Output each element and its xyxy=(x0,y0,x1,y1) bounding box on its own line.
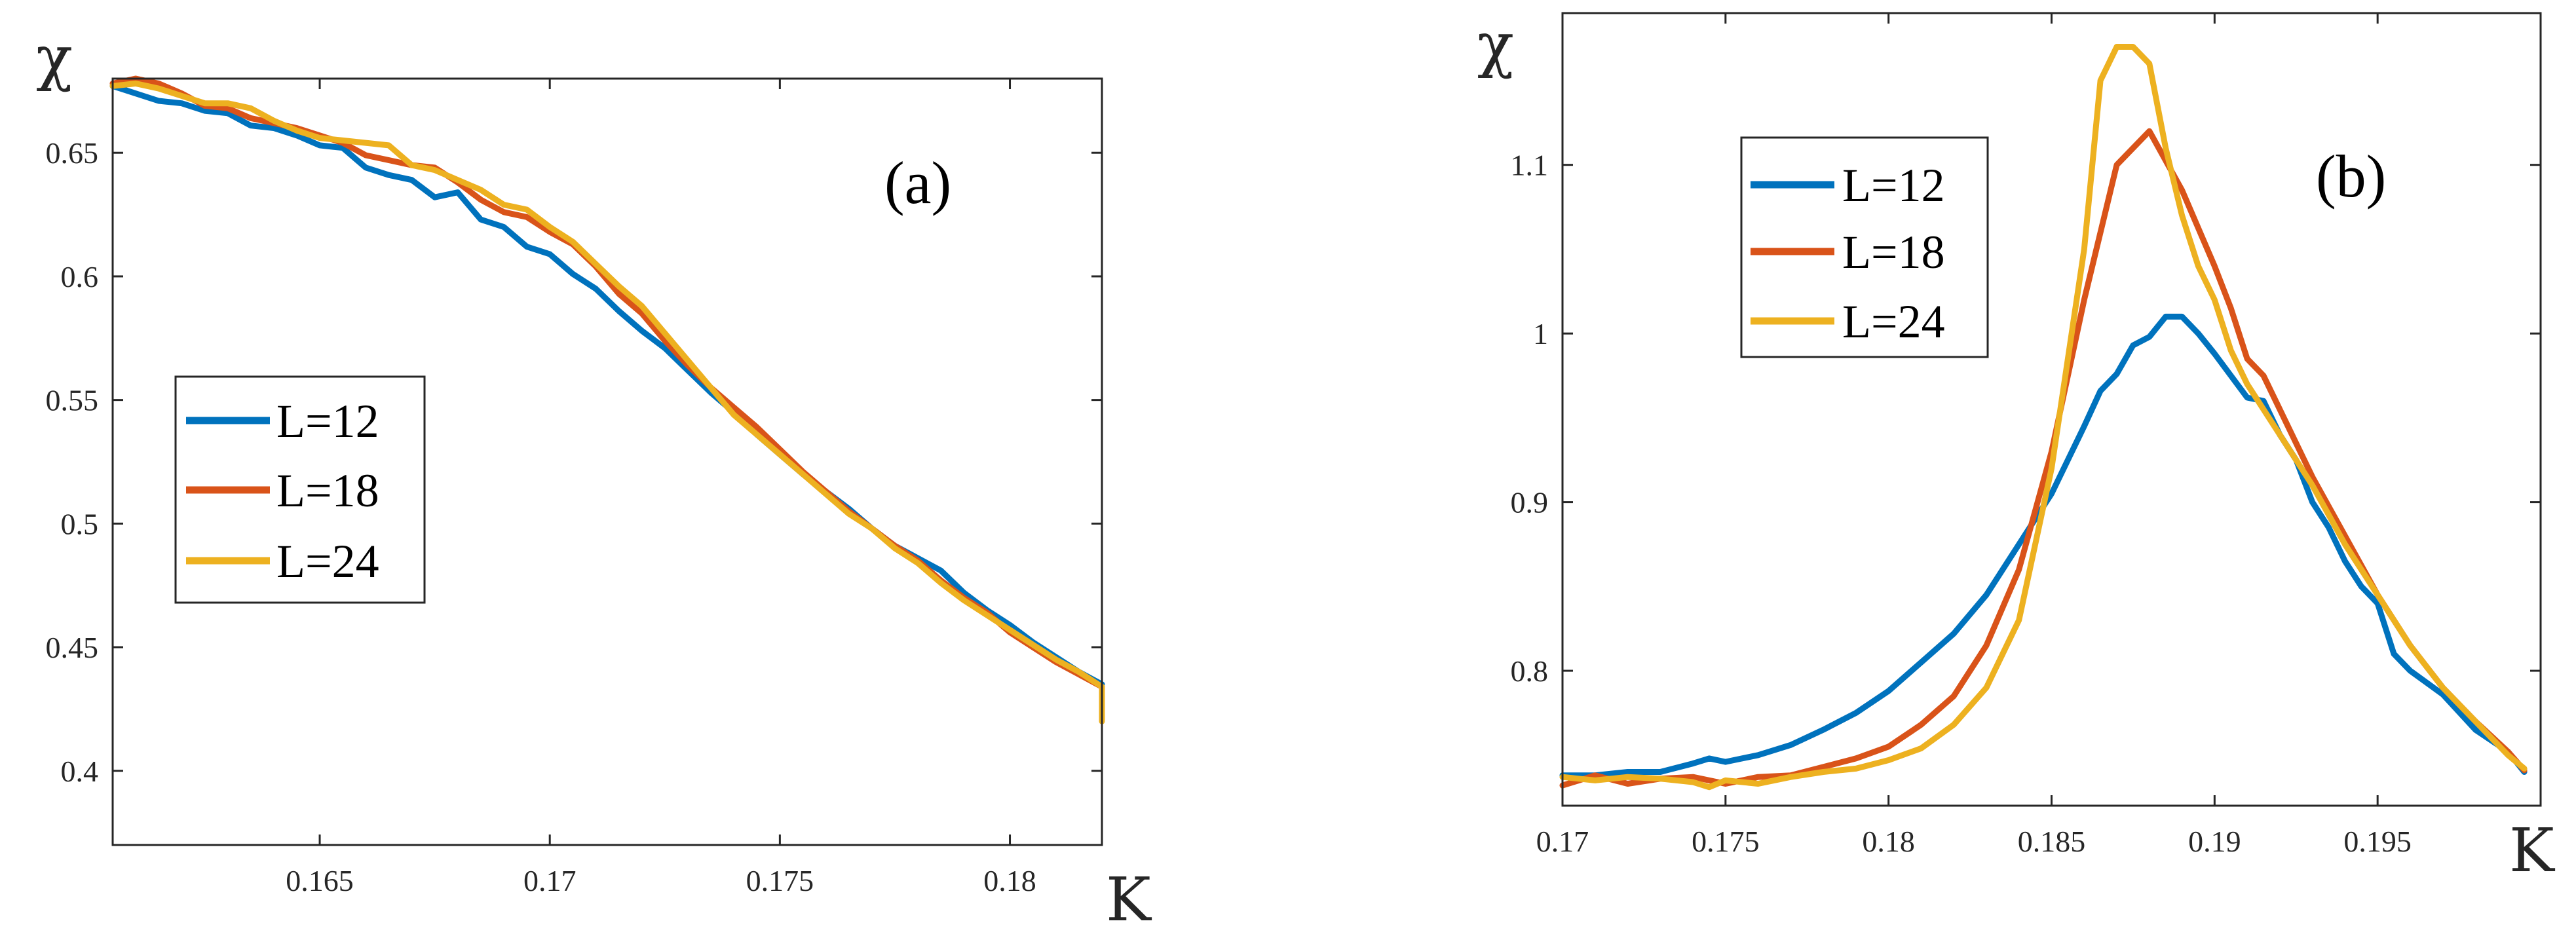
panel-b-series-line-l12 xyxy=(1559,313,2528,779)
panel-b-y-axis-label: χ xyxy=(1477,10,1514,80)
panel-b-x-axis-label: K xyxy=(2509,816,2556,886)
panel-a-legend: L=12 L=18 L=24 xyxy=(174,375,426,604)
panel-a-x-axis-label: K xyxy=(1106,865,1152,935)
panel-a-x-tick-label: 0.17 xyxy=(523,864,577,897)
panel-a-y-ticks: 0.4 0.45 0.5 0.55 0.6 0.65 xyxy=(46,136,1102,788)
panel-a-series-line-l24 xyxy=(109,81,1105,724)
panel-b-x-tick-label: 0.195 xyxy=(2343,825,2412,858)
panel-b-x-ticks: 0.17 0.175 0.18 0.185 0.19 0.195 xyxy=(1536,13,2412,858)
panel-a-y-tick-label: 0.55 xyxy=(46,384,99,417)
panel-a-x-ticks: 0.165 0.17 0.175 0.18 xyxy=(286,79,1036,897)
panel-b-x-tick-label: 0.19 xyxy=(2188,825,2241,858)
panel-a-x-tick-label: 0.18 xyxy=(983,864,1036,897)
panel-a-y-tick-label: 0.4 xyxy=(61,755,99,788)
panel-b-legend-label-l12: L=12 xyxy=(1842,159,1945,212)
panel-a-legend-label-l18: L=18 xyxy=(276,464,379,517)
panel-a-series-group xyxy=(109,75,1105,724)
panel-b-series-group xyxy=(1559,44,2528,791)
panel-b-chart: 0.17 0.175 0.18 0.185 0.19 0.195 0.8 0.9 1 1.1 χ… xyxy=(1477,10,2556,886)
panel-b-y-tick-label: 0.9 xyxy=(1511,486,1549,519)
panel-b-label: (b) xyxy=(2316,143,2386,210)
panel-a-legend-label-l24: L=24 xyxy=(276,535,379,588)
panel-b-x-tick-label: 0.17 xyxy=(1536,825,1589,858)
panel-a-series-line-l12 xyxy=(109,83,1105,688)
panel-b-legend: L=12 L=18 L=24 xyxy=(1740,136,1989,358)
panel-a-x-tick-label: 0.175 xyxy=(746,864,814,897)
panel-b-y-tick-label: 0.8 xyxy=(1511,654,1549,688)
panel-a-axes-frame xyxy=(111,77,1103,846)
panel-a-x-tick-label: 0.165 xyxy=(286,864,354,897)
panel-a-chart: 0.165 0.17 0.175 0.18 0.4 0.45 0.5 0.55 0.6 0.65… xyxy=(36,23,1152,935)
panel-a-y-tick-label: 0.6 xyxy=(61,260,99,293)
panel-a-legend-label-l12: L=12 xyxy=(276,395,379,447)
panel-b-legend-label-l18: L=18 xyxy=(1842,226,1945,278)
panel-b-y-ticks: 0.8 0.9 1 1.1 xyxy=(1511,149,2541,688)
panel-a-y-tick-label: 0.45 xyxy=(46,631,99,664)
panel-b-x-tick-label: 0.185 xyxy=(2018,825,2086,858)
panel-b-y-tick-label: 1.1 xyxy=(1511,149,1549,182)
panel-b-legend-label-l24: L=24 xyxy=(1842,295,1945,348)
panel-b-x-tick-label: 0.18 xyxy=(1862,825,1915,858)
panel-a-y-tick-label: 0.65 xyxy=(46,136,99,170)
panel-a-label: (a) xyxy=(884,149,951,216)
panel-b-x-tick-label: 0.175 xyxy=(1692,825,1760,858)
panel-b-series-line-l24 xyxy=(1559,44,2528,791)
panel-a-y-axis-label: χ xyxy=(36,23,73,93)
panel-b-y-tick-label: 1 xyxy=(1533,317,1548,350)
panel-a-y-tick-label: 0.5 xyxy=(61,507,99,540)
